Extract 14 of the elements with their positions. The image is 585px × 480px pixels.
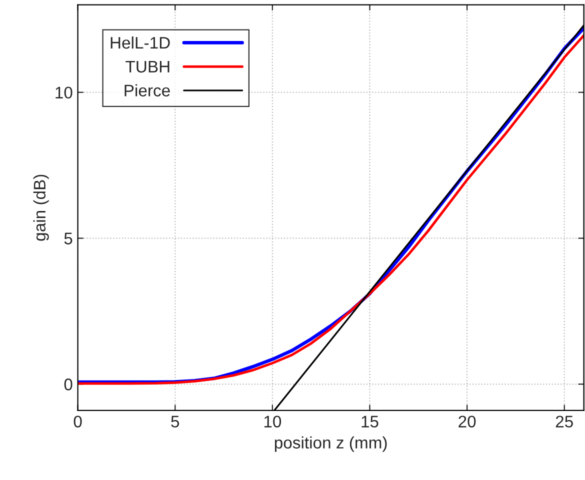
x-tick-label: 25 [556, 416, 573, 428]
x-tick-label: 20 [458, 416, 476, 428]
legend-label: HelL-1D [110, 36, 170, 49]
y-axis-title: gain (dB) [33, 174, 49, 241]
y-tick-label: 0 [64, 378, 72, 390]
y-tick-label: 5 [64, 232, 72, 244]
legend-label: TUBH [126, 60, 170, 73]
legend-label: Pierce [124, 84, 170, 96]
x-tick-label: 5 [171, 416, 180, 428]
x-tick-label: 10 [264, 416, 282, 428]
x-axis-title: position z (mm) [274, 436, 387, 452]
y-tick-label: 10 [56, 86, 72, 99]
x-tick-label: 15 [362, 416, 378, 428]
x-tick-label: 0 [74, 416, 82, 428]
